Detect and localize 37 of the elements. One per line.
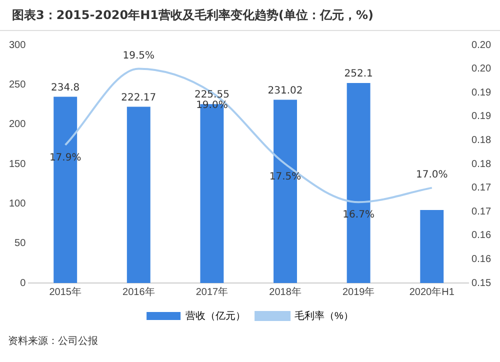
bar bbox=[126, 106, 150, 283]
chart-title: 图表3：2015-2020年H1营收及毛利率变化趋势(单位：亿元，%) bbox=[0, 0, 500, 31]
x-tick-label: 2018年 bbox=[269, 286, 302, 298]
y2-tick-label: 0.18 bbox=[472, 134, 492, 146]
data-label: 225.55 bbox=[194, 90, 230, 101]
y2-tick-label: 0.17 bbox=[472, 206, 492, 218]
data-label: 231.02 bbox=[268, 85, 303, 96]
y-tick-label: 250 bbox=[8, 79, 26, 90]
y2-tick-label: 0.16 bbox=[472, 254, 492, 265]
data-label: 234.8 bbox=[51, 82, 80, 94]
y-tick-label: 0 bbox=[20, 278, 26, 289]
x-tick-label: 2016年 bbox=[122, 286, 155, 298]
y2-tick-label: 0.19 bbox=[472, 87, 492, 98]
y-tick-label: 50 bbox=[14, 238, 26, 250]
x-tick-label: 2019年 bbox=[342, 286, 375, 298]
y-tick-label: 200 bbox=[8, 119, 26, 130]
y2-tick-label: 0.20 bbox=[472, 40, 492, 51]
data-label: 17.0% bbox=[416, 169, 448, 180]
text: 资料来源：公司公报 bbox=[7, 334, 99, 349]
y2-tick-label: 0.18 bbox=[472, 158, 492, 170]
y2-tick-label: 0.19 bbox=[472, 111, 492, 122]
legend-label: 营收（亿元） bbox=[186, 310, 246, 322]
y-tick-label: 150 bbox=[8, 158, 26, 170]
data-label: 222.17 bbox=[121, 92, 156, 104]
data-label: 252.1 bbox=[344, 68, 373, 80]
data-label: 19.5% bbox=[122, 50, 155, 62]
x-tick-label: 2020年H1 bbox=[409, 286, 455, 298]
y2-tick-label: 0.16 bbox=[472, 230, 492, 242]
y-tick-label: 100 bbox=[8, 198, 26, 210]
y2-tick-label: 0.15 bbox=[472, 278, 492, 289]
y-tick-label: 300 bbox=[8, 40, 26, 51]
y2-tick-label: 0.17 bbox=[472, 182, 492, 194]
legend-label: 毛利率（%） bbox=[294, 310, 354, 322]
bar bbox=[420, 210, 444, 283]
x-tick-label: 2017年 bbox=[196, 286, 228, 298]
y2-tick-label: 0.20 bbox=[472, 64, 492, 75]
x-tick-label: 2015年 bbox=[49, 286, 82, 298]
